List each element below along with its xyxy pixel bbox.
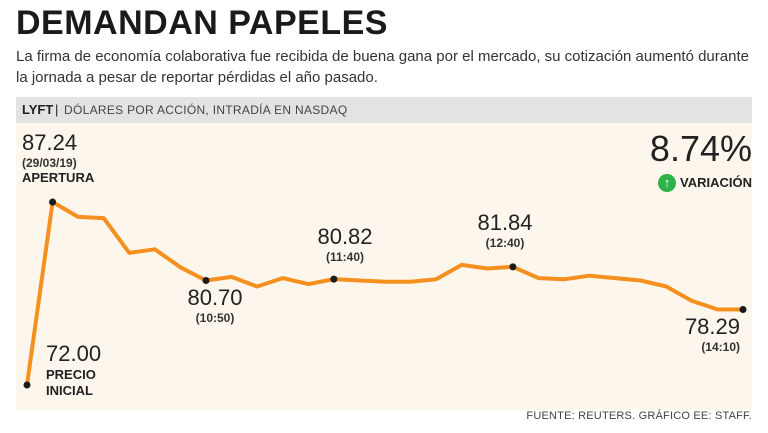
- high-annotation: 81.84 (12:40): [470, 210, 540, 250]
- close-time: (14:10): [701, 340, 740, 354]
- mid-annotation: 80.82 (11:40): [310, 224, 380, 264]
- unit-bar: LYFT | DÓLARES POR ACCIÓN, INTRADÍA EN N…: [16, 97, 752, 123]
- data-point-81.84: [509, 263, 517, 271]
- variation-box: 8.74% ↑ VARIACIÓN: [600, 128, 752, 192]
- variation-label: VARIACIÓN: [680, 175, 752, 191]
- unit-label: DÓLARES POR ACCIÓN, INTRADÍA EN NASDAQ: [64, 103, 348, 117]
- variation-row: ↑ VARIACIÓN: [600, 174, 752, 192]
- ticker-label: LYFT: [22, 102, 54, 117]
- data-point-80.82: [330, 275, 338, 283]
- ticker-separator: |: [55, 102, 59, 117]
- low-value: 80.70: [187, 285, 243, 310]
- open-date: (29/03/19): [22, 156, 77, 170]
- close-value: 78.29: [684, 314, 740, 339]
- initial-caption-line2: INICIAL: [46, 383, 93, 398]
- initial-caption-line1: PRECIO: [46, 367, 96, 382]
- open-caption: APERTURA: [22, 170, 95, 185]
- chart-area: [16, 123, 752, 410]
- mid-time: (11:40): [325, 250, 365, 264]
- high-time: (12:40): [485, 236, 525, 250]
- chart-subtitle: La firma de economía colaborativa fue re…: [16, 48, 749, 86]
- low-annotation: 80.70 (10:50): [180, 285, 250, 325]
- source-note: FUENTE: REUTERS. GRÁFICO EE: STAFF.: [526, 410, 752, 422]
- initial-annotation: 72.00 PRECIO INICIAL: [46, 341, 101, 399]
- close-annotation: 78.29 (14:10): [670, 314, 740, 354]
- arrow-up-icon: ↑: [658, 174, 677, 192]
- data-point-78.29: [739, 305, 747, 313]
- open-value: 87.24: [22, 130, 78, 155]
- open-annotation: 87.24 (29/03/19) APERTURA: [22, 130, 94, 186]
- initial-value: 72.00: [46, 341, 102, 366]
- mid-value: 80.82: [317, 224, 373, 249]
- series-line-lyft: [25, 200, 745, 387]
- data-point-80.70: [202, 277, 210, 285]
- variation-value: 8.74%: [649, 128, 752, 169]
- low-time: (10:50): [195, 311, 235, 325]
- chart-title: DEMANDAN PAPELES: [16, 4, 388, 42]
- data-point-72.00: [23, 381, 31, 389]
- data-point-87.24: [49, 198, 57, 206]
- high-value: 81.84: [477, 210, 533, 235]
